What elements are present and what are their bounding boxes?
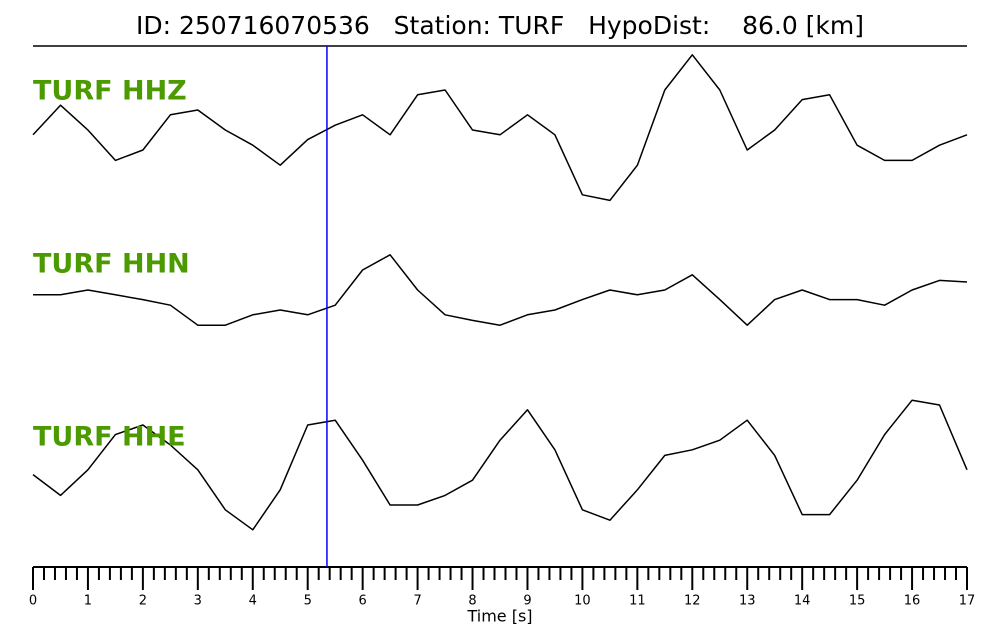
trace (32, 399, 968, 531)
x-tick-label: 11 (629, 594, 646, 609)
chart-title: ID: 250716070536 Station: TURF HypoDist:… (136, 11, 864, 40)
x-tick-label: 6 (359, 594, 367, 609)
x-tick-label: 10 (574, 594, 591, 609)
x-tick-label: 17 (959, 594, 976, 609)
x-tick-label: 9 (523, 594, 531, 609)
x-tick-label: 2 (139, 594, 147, 609)
x-tick-label: 3 (194, 594, 202, 609)
x-tick-label: 15 (849, 594, 866, 609)
x-tick-label: 0 (29, 594, 37, 609)
x-axis-label: Time [s] (466, 607, 532, 626)
x-tick-label: 1 (84, 594, 92, 609)
trace (33, 254, 968, 326)
x-tick-label: 4 (249, 594, 257, 609)
x-tick-label: 12 (684, 594, 701, 609)
x-tick-label: 13 (739, 594, 756, 609)
x-tick-label: 7 (413, 594, 421, 609)
trace-label: TURF HHN (33, 249, 190, 280)
trace-label: TURF HHZ (33, 76, 187, 107)
trace (32, 54, 968, 202)
x-tick-label: 5 (304, 594, 312, 609)
x-tick-label: 8 (468, 594, 476, 609)
trace-label: TURF HHE (33, 422, 186, 453)
x-tick-label: 14 (794, 594, 811, 609)
x-tick-label: 16 (904, 594, 921, 609)
